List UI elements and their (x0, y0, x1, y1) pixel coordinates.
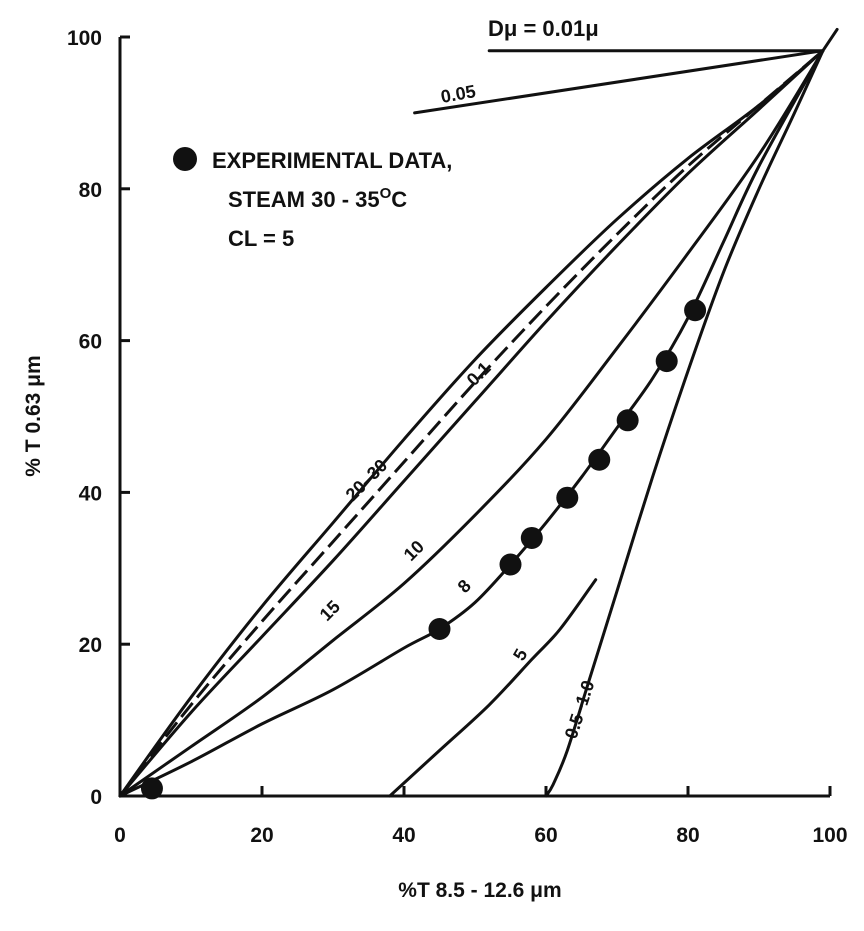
curve-0-05 (413, 49, 825, 115)
x-tick-label: 0 (114, 824, 126, 847)
legend-line-2-main: STEAM 30 - 35 (228, 187, 380, 212)
header-label: Dμ = 0.01μ (488, 16, 599, 41)
x-tick-label: 20 (250, 824, 273, 847)
curve-0-1 (118, 49, 824, 797)
x-tick-label: 100 (812, 824, 847, 847)
curve-0-5-1-0 (544, 49, 825, 798)
curve-20-30 (118, 49, 825, 798)
data-point (616, 409, 639, 432)
y-tick-label: 100 (67, 27, 102, 50)
x-tick-label: 40 (392, 824, 415, 847)
data-point (140, 777, 163, 800)
y-tick-label: 80 (79, 179, 102, 202)
curve-label: 8 (454, 576, 475, 597)
curve-15 (118, 49, 825, 798)
experimental-points (140, 299, 707, 800)
data-point (655, 350, 678, 373)
data-point (520, 526, 543, 549)
legend: EXPERIMENTAL DATA, STEAM 30 - 35OC CL = … (173, 147, 452, 251)
curve-label: 15 (316, 597, 344, 625)
data-point (588, 448, 611, 471)
curve-label: 10 (400, 537, 428, 565)
data-point (556, 486, 579, 509)
data-point (499, 553, 522, 576)
y-axis-title: % T 0.63 μm (22, 355, 45, 476)
legend-line-1: EXPERIMENTAL DATA, (212, 148, 452, 173)
data-point (428, 618, 451, 641)
y-tick-label: 20 (79, 634, 102, 657)
curve-10 (118, 49, 825, 798)
legend-line-2: STEAM 30 - 35OC (228, 185, 407, 212)
curve-label: 0.5–1.0 (561, 678, 599, 741)
y-tick-label: 60 (79, 331, 102, 354)
legend-line-2-sup: O (380, 185, 392, 202)
legend-line-3: CL = 5 (228, 226, 294, 251)
curve-5 (388, 578, 598, 798)
curve-extension (821, 27, 839, 53)
curves (118, 27, 839, 798)
x-axis-title: %T 8.5 - 12.6 μm (398, 879, 561, 902)
x-tick-label: 80 (676, 824, 699, 847)
legend-marker (173, 147, 197, 171)
y-ticks: 0 20 40 60 80 100 (67, 27, 130, 809)
y-tick-label: 0 (90, 786, 102, 809)
axes: 0 20 40 60 80 100 0 20 40 60 80 100 (67, 27, 848, 847)
data-point (684, 299, 707, 322)
x-ticks: 0 20 40 60 80 100 (114, 786, 848, 847)
curve-label: 20–30 (342, 455, 392, 505)
y-tick-label: 40 (79, 482, 102, 505)
x-tick-label: 60 (534, 824, 557, 847)
legend-line-2-end: C (391, 187, 407, 212)
